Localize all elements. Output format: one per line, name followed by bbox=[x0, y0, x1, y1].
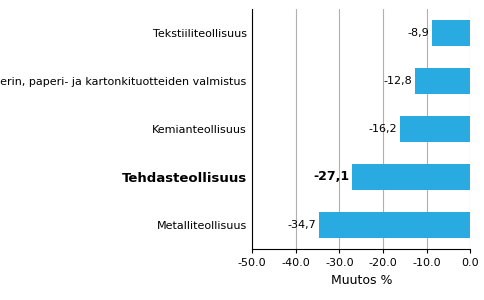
Text: -12,8: -12,8 bbox=[382, 76, 411, 86]
Text: -27,1: -27,1 bbox=[313, 170, 349, 184]
Text: -16,2: -16,2 bbox=[368, 124, 396, 134]
Text: -34,7: -34,7 bbox=[287, 220, 316, 230]
Bar bbox=[399, 116, 469, 142]
Bar bbox=[431, 20, 469, 46]
Bar bbox=[318, 212, 469, 238]
Text: -8,9: -8,9 bbox=[407, 28, 428, 38]
X-axis label: Muutos %: Muutos % bbox=[330, 274, 391, 286]
Bar bbox=[351, 164, 469, 190]
Bar bbox=[414, 68, 469, 94]
